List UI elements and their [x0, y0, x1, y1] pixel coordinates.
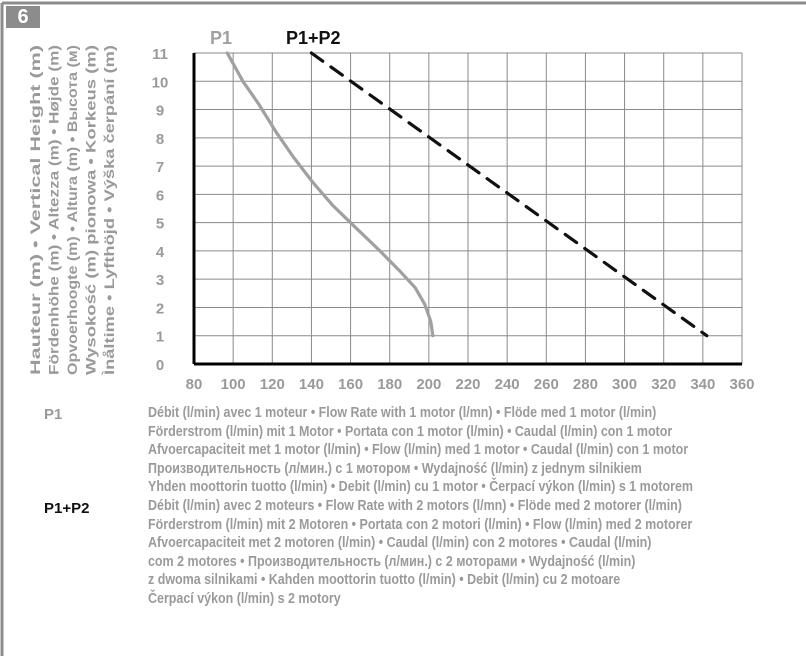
x-tick-label: 360 [729, 376, 754, 393]
figure-number-badge: 6 [6, 6, 40, 28]
y-tick-label: 6 [156, 187, 164, 204]
y-tick-label: 5 [156, 216, 164, 233]
note-line: Yhden moottorin tuotto (l/min) • Debit (… [148, 479, 693, 496]
note-line: z dwoma silnikami • Kahden moottorin tuo… [148, 572, 621, 589]
chart: 80 100 120 140 160 180 200 220 240 260 280 300 320 34… [27, 28, 755, 393]
y-axis-label-line: Opvoerhoogte (m) • Altura (m) • Высота (… [64, 45, 80, 375]
x-tick-label: 300 [612, 376, 637, 393]
y-axis-label-line: Hauteur (m) • Vertical Height (m) [27, 45, 43, 375]
p1-note-key: P1 [44, 406, 63, 423]
note-line: Afvoercapaciteit met 2 motoren (l/min) •… [148, 535, 652, 552]
legend-label-p1: P1 [210, 28, 232, 48]
y-tick-label: 3 [156, 272, 164, 289]
x-tick-label: 200 [416, 376, 441, 393]
x-tick-label: 240 [495, 376, 520, 393]
x-tick-label: 280 [573, 376, 598, 393]
x-tick-label: 100 [221, 376, 246, 393]
note-line: Débit (l/min) avec 2 moteurs • Flow Rate… [148, 498, 682, 514]
y-tick-label: 11 [152, 46, 168, 63]
p1p2-note-key: P1+P2 [44, 500, 90, 517]
y-tick-label: 7 [156, 159, 164, 176]
y-tick-label: 0 [156, 357, 164, 374]
series-line-p1 [225, 51, 435, 338]
y-axis-label: Hauteur (m) • Vertical Height (m) Fördenh… [27, 45, 117, 376]
series-line-p1p2 [309, 51, 709, 338]
note-line: Débit (l/min) avec 1 moteur • Flow Rate … [148, 405, 657, 421]
p1p2-flow-notes: Débit (l/min) avec 2 moteurs • Flow Rate… [148, 497, 692, 609]
y-tick-label: 8 [156, 131, 164, 148]
note-line: Förderstrom (l/min) mit 2 Motoren • Port… [148, 516, 693, 533]
y-axis-label-line: Fördenhöhe (m) • Altezza (m) • Højde (m) [46, 45, 62, 375]
y-tick-label: 2 [156, 300, 164, 317]
x-tick-label: 80 [186, 376, 203, 393]
x-tick-label: 120 [260, 376, 285, 393]
x-tick-label: 260 [534, 376, 559, 393]
note-line: Förderstrom (l/min) mit 1 Motor • Portat… [148, 423, 673, 440]
x-tick-label: 340 [690, 376, 715, 393]
note-line: com 2 motores • Производительность (л/ми… [148, 553, 636, 570]
note-line: Čerpací výkon (l/min) s 2 motory [148, 590, 341, 607]
x-tick-label: 180 [377, 376, 402, 393]
y-axis-label-line: Wysokość (m) pionowa • Korkeus (m) [83, 45, 99, 375]
note-line: Производительность (л/мин.) с 1 мотором … [148, 460, 642, 477]
legend-label-p1p2: P1+P2 [286, 28, 341, 48]
y-tick-label: 1 [156, 329, 164, 346]
y-tick-label: 10 [152, 74, 169, 91]
x-tick-label: 140 [299, 376, 324, 393]
y-tick-label: 4 [156, 244, 165, 261]
p1-flow-notes: Débit (l/min) avec 1 moteur • Flow Rate … [148, 404, 693, 497]
y-axis-label-line: Ìnåltime • Lyfthöjd • Výška čerpání (m) [101, 45, 117, 376]
note-line: Afvoercapaciteit met 1 motor (l/min) • F… [148, 442, 689, 459]
x-tick-label: 160 [338, 376, 363, 393]
x-tick-label: 320 [651, 376, 676, 393]
y-tick-label: 9 [156, 103, 164, 120]
x-tick-label: 220 [455, 376, 480, 393]
